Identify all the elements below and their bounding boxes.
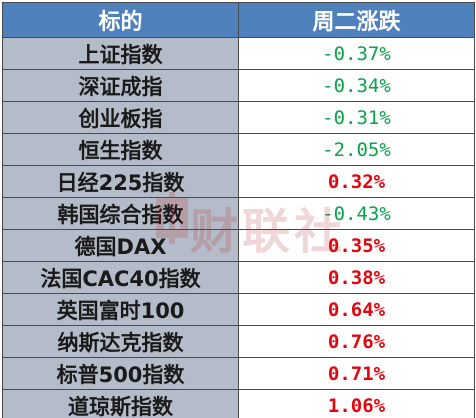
index-name: 创业板指: [2, 101, 239, 134]
index-name: 标普500指数: [2, 357, 239, 390]
index-change-value: -2.05%: [238, 133, 475, 166]
table-row: 韩国综合指数 -0.43%: [2, 197, 475, 230]
index-name: 道琼斯指数: [2, 389, 239, 418]
table-row: 英国富时100 0.64%: [2, 293, 475, 326]
index-name: 日经225指数: [2, 165, 239, 198]
table-row: 创业板指 -0.31%: [2, 101, 475, 134]
index-name: 上证指数: [2, 37, 239, 70]
column-header-change: 周二涨跌: [238, 2, 475, 38]
index-name: 恒生指数: [2, 133, 239, 166]
table-row: 法国CAC40指数 0.38%: [2, 261, 475, 294]
index-change-value: -0.43%: [238, 197, 475, 230]
index-change-value: -0.31%: [238, 101, 475, 134]
index-change-value: -0.37%: [238, 37, 475, 70]
index-change-value: 0.71%: [238, 357, 475, 390]
index-name: 德国DAX: [2, 229, 239, 262]
table-row: 标普500指数 0.71%: [2, 357, 475, 390]
index-change-value: 0.76%: [238, 325, 475, 358]
index-change-value: 1.06%: [238, 389, 475, 418]
table-row: 恒生指数 -2.05%: [2, 133, 475, 166]
index-change-value: 0.35%: [238, 229, 475, 262]
index-name: 韩国综合指数: [2, 197, 239, 230]
table-header-row: 标的 周二涨跌: [2, 2, 475, 38]
table-row: 上证指数 -0.37%: [2, 37, 475, 70]
index-change-value: -0.34%: [238, 69, 475, 102]
index-name: 深证成指: [2, 69, 239, 102]
table-row: 日经225指数 0.32%: [2, 165, 475, 198]
table-row: 深证成指 -0.34%: [2, 69, 475, 102]
index-name: 英国富时100: [2, 293, 239, 326]
table-row: 德国DAX 0.35%: [2, 229, 475, 262]
index-name: 法国CAC40指数: [2, 261, 239, 294]
table-body: 上证指数 -0.37% 深证成指 -0.34% 创业板指 -0.31% 恒生指数 -2.05%…: [2, 37, 475, 418]
column-header-name: 标的: [2, 2, 239, 38]
index-change-value: 0.64%: [238, 293, 475, 326]
index-name: 纳斯达克指数: [2, 325, 239, 358]
table-row: 道琼斯指数 1.06%: [2, 389, 475, 418]
index-change-value: 0.38%: [238, 261, 475, 294]
index-change-value: 0.32%: [238, 165, 475, 198]
table-row: 纳斯达克指数 0.76%: [2, 325, 475, 358]
